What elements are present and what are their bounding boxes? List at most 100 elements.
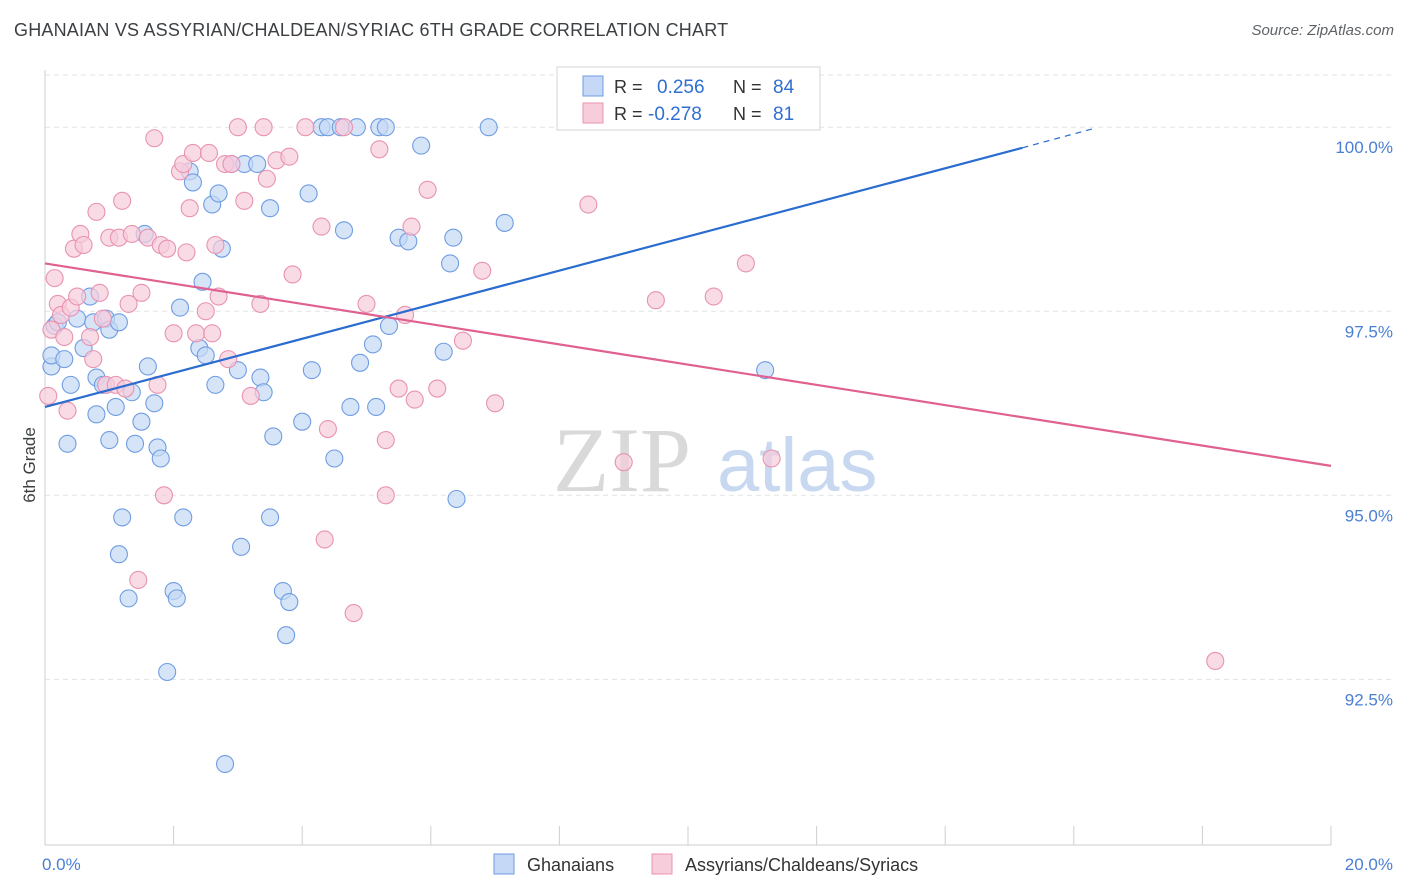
assyrian-point: [315, 530, 334, 549]
legend-n-label-1: N =: [733, 77, 762, 97]
bottom-legend-ghanaians: Ghanaians: [527, 855, 614, 875]
ghanaian-point: [495, 213, 514, 232]
axes: [44, 70, 1332, 846]
assyrian-point: [614, 453, 633, 472]
ghanaian-point: [341, 397, 360, 417]
assyrian-point: [129, 570, 148, 590]
assyrian-point: [58, 401, 77, 420]
bottom-legend-assyrians: Assyrians/Chaldeans/Syriacs: [685, 855, 918, 875]
ghanaian-point: [119, 589, 138, 608]
legend-swatch-assyrians: [582, 102, 604, 124]
ghanaian-point: [447, 489, 466, 509]
assyrian-point: [402, 217, 421, 236]
assyrian-point: [187, 324, 206, 343]
legend-r-value-1: 0.256: [657, 77, 705, 98]
assyrian-point: [177, 243, 196, 262]
assyrian-point: [116, 379, 135, 398]
watermark-atlas: atlas: [717, 423, 878, 508]
ghanaian-point: [125, 434, 145, 453]
ghanaian-point: [196, 346, 215, 365]
assyrian-point: [280, 147, 299, 166]
assyrian-point: [251, 294, 270, 313]
assyrian-point: [579, 195, 598, 214]
ghanaian-point: [113, 508, 132, 527]
assyrian-point: [344, 604, 363, 623]
ghanaian-point: [109, 313, 128, 332]
ghanaian-point: [412, 136, 431, 155]
ghanaian-point: [106, 397, 125, 417]
legend-n-value-1: 84: [773, 77, 795, 98]
ghanaian-point: [399, 232, 418, 251]
y-tick-label: 92.5%: [1345, 690, 1393, 709]
assyrian-point: [762, 449, 781, 468]
ghanaian-point: [363, 335, 382, 354]
ghanaian-point: [170, 298, 190, 317]
ghanaian-point: [61, 375, 80, 394]
assyrian-trend-line: [44, 262, 1332, 467]
series-legend: Ghanaians Assyrians/Chaldeans/Syriacs: [493, 853, 918, 875]
ghanaian-point: [151, 449, 170, 468]
assyrian-point: [486, 394, 505, 413]
assyrian-point: [154, 486, 174, 505]
source-label: Source: ZipAtlas.com: [1251, 22, 1394, 39]
assyrian-point: [283, 265, 302, 284]
assyrian-point: [241, 386, 260, 405]
assyrian-point: [428, 379, 447, 398]
assyrian-point: [473, 261, 492, 280]
assyrian-point: [1206, 651, 1225, 671]
assyrian-point: [113, 191, 132, 210]
assyrian-point: [74, 235, 93, 255]
watermark: ZIP atlas: [553, 409, 878, 511]
bottom-legend-swatch-ghanaians: [493, 853, 515, 875]
assyrian-point: [90, 283, 109, 302]
ghanaian-point: [325, 449, 344, 468]
ghanaian-point: [55, 350, 74, 369]
ghanaian-point: [379, 316, 399, 336]
assyrian-point: [68, 287, 87, 306]
ghanaian-point: [209, 184, 228, 203]
ghanaian-point: [444, 228, 463, 247]
assyrian-point: [736, 254, 755, 273]
assyrian-point: [84, 350, 103, 369]
ghanaian-point: [158, 662, 177, 682]
assyrian-point: [376, 486, 395, 505]
assyrian-point: [164, 324, 183, 343]
assyrian-point: [55, 327, 74, 347]
assyrian-point: [389, 379, 408, 398]
ghanaian-point: [293, 412, 312, 431]
assyrian-point: [357, 294, 376, 313]
ghanaian-point: [434, 342, 453, 361]
assyrian-point: [228, 118, 247, 137]
assyrian-point: [418, 180, 437, 199]
ghanaian-point: [193, 272, 212, 291]
ghanaian-point: [145, 394, 164, 413]
y-axis-label: 6th Grade: [20, 427, 39, 503]
assyrian-point: [206, 235, 225, 255]
assyrian-point: [119, 294, 138, 313]
assyrian-point: [222, 154, 241, 174]
ghanaian-point: [367, 397, 386, 417]
assyrian-point: [312, 217, 331, 236]
assyrian-point: [80, 327, 100, 347]
ghanaian-point: [277, 626, 296, 645]
assyrian-point: [235, 191, 254, 210]
assyrian-point: [158, 239, 177, 258]
y-tick-label: 97.5%: [1345, 322, 1393, 341]
legend-r-value-2: -0.278: [648, 104, 702, 125]
stats-legend: R = 0.256 N = 84 R = -0.278 N = 81: [556, 66, 821, 131]
y-tick-label: 95.0%: [1345, 506, 1393, 525]
ghanaian-point: [299, 184, 318, 203]
legend-n-label-2: N =: [733, 104, 762, 124]
trend-lines: [44, 128, 1332, 467]
ghanaian-point: [441, 254, 460, 273]
legend-r-label-1: R =: [614, 77, 643, 97]
ghanaian-point: [58, 434, 77, 453]
ghanaian-point: [167, 589, 186, 608]
assyrian-point: [122, 224, 141, 244]
assyrian-point: [145, 129, 164, 148]
assyrian-point: [704, 287, 723, 306]
assyrian-point: [93, 309, 112, 328]
bottom-legend-swatch-assyrians: [651, 853, 673, 875]
x-tick-label: 0.0%: [42, 855, 81, 874]
